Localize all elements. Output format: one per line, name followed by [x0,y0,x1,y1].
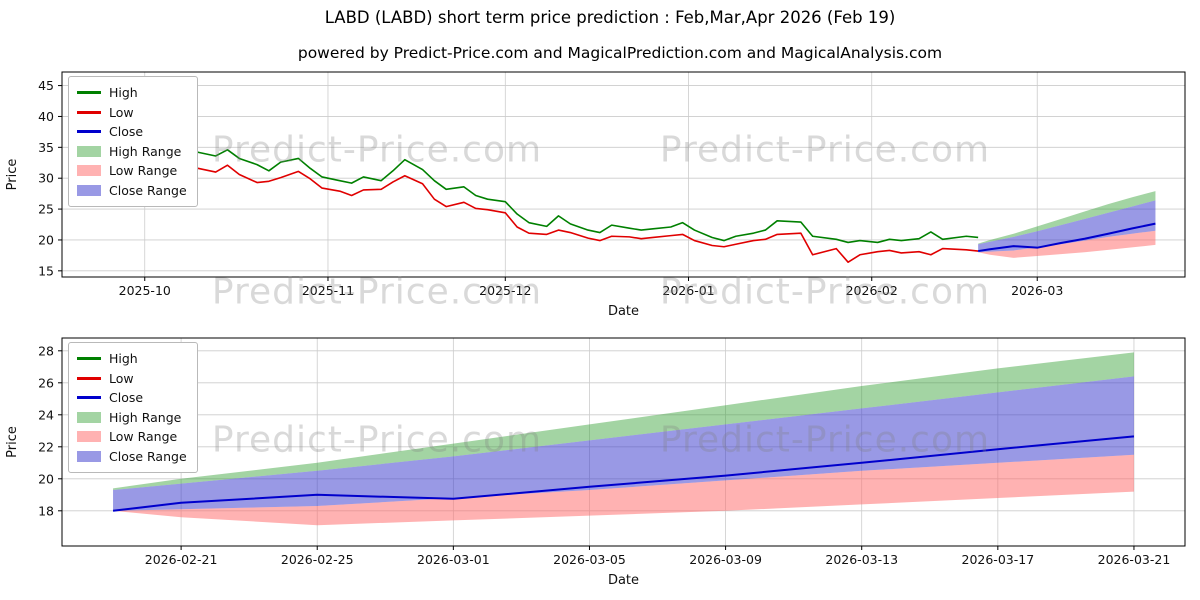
price-history-chart: 15 20 25 30 35 40 45 2025-10 2025-11 2025-12 2026-… [5,71,1186,319]
high-swatch [77,357,101,361]
legend-item-high-range: High Range [77,408,187,428]
line-high [90,83,979,244]
x-axis-label: Date [608,304,639,319]
svg-text:2026-03-17: 2026-03-17 [962,552,1035,567]
legend-label: High Range [109,409,182,425]
svg-text:26: 26 [38,375,54,390]
low-swatch [77,110,101,114]
svg-text:2026-03: 2026-03 [1011,283,1063,298]
svg-text:20: 20 [38,471,54,486]
close-swatch [77,396,101,400]
legend-item-high: High [77,349,187,369]
legend-label: Close Range [109,182,187,198]
legend-item-low-range: Low Range [77,161,187,181]
legend-top: High Low Close High Range Low Range Close Ran… [68,76,198,207]
band-high-range [978,191,1156,245]
y-axis-label: Price [5,426,20,458]
svg-text:2026-03-13: 2026-03-13 [825,552,898,567]
svg-text:2025-10: 2025-10 [119,283,171,298]
legend-label: Close [109,390,144,406]
svg-text:20: 20 [38,232,54,247]
legend-item-low-range: Low Range [77,427,187,447]
band-close-range [978,200,1156,253]
svg-text:40: 40 [38,109,54,124]
svg-text:45: 45 [38,78,54,93]
svg-text:2026-02: 2026-02 [846,283,898,298]
close-range-swatch [77,184,101,196]
low-range-swatch [77,165,101,177]
low-range-swatch [77,431,101,443]
line-low [91,108,979,263]
svg-text:22: 22 [38,439,54,454]
svg-text:25: 25 [38,202,54,217]
x-axis-label: Date [608,573,639,588]
line-close [977,222,1156,253]
legend-label: Low Range [109,163,178,179]
y-axis-label: Price [5,159,20,191]
svg-text:2025-11: 2025-11 [302,283,354,298]
legend-label: Low [109,370,134,386]
svg-text:2025-12: 2025-12 [479,283,531,298]
legend-item-close: Close [77,388,187,408]
svg-text:2026-03-05: 2026-03-05 [553,552,626,567]
legend-item-low: Low [77,103,187,123]
svg-text:2026-03-09: 2026-03-09 [689,552,762,567]
low-swatch [77,376,101,380]
line-close [112,435,1135,512]
svg-text:2026-03-01: 2026-03-01 [417,552,490,567]
legend-item-high-range: High Range [77,142,187,162]
legend-label: Low Range [109,429,178,445]
legend-label: Close [109,124,144,140]
svg-text:2026-03-21: 2026-03-21 [1098,552,1171,567]
close-range-swatch [77,450,101,462]
svg-text:15: 15 [38,263,54,278]
svg-text:24: 24 [38,407,54,422]
svg-text:28: 28 [38,343,54,358]
svg-text:2026-02-25: 2026-02-25 [281,552,354,567]
svg-text:2026-01: 2026-01 [662,283,714,298]
high-range-swatch [77,145,101,157]
legend-item-low: Low [77,369,187,389]
high-range-swatch [77,411,101,423]
legend-label: High [109,85,138,101]
legend-label: Low [109,104,134,120]
svg-text:2026-02-21: 2026-02-21 [145,552,218,567]
page-title: LABD (LABD) short term price prediction … [324,8,896,27]
svg-text:35: 35 [38,140,54,155]
close-swatch [77,130,101,134]
legend-item-close-range: Close Range [77,447,187,467]
legend-item-close-range: Close Range [77,181,187,201]
legend-label: High Range [109,143,182,159]
band-low-range [113,454,1134,526]
legend-item-close: Close [77,122,187,142]
svg-text:30: 30 [38,171,54,186]
legend-item-high: High [77,83,187,103]
legend-label: Close Range [109,448,187,464]
high-swatch [77,91,101,95]
band-close-range [113,376,1134,511]
forecast-zoom-chart: 18 20 22 24 26 28 2026-02-21 2026-02-25 2026-03-… [5,337,1186,588]
band-high-range [113,352,1134,490]
legend-bottom: High Low Close High Range Low Range Close Ran… [68,342,198,473]
band-low-range [978,230,1156,258]
legend-label: High [109,351,138,367]
page-subtitle: powered by Predict-Price.com and Magical… [297,44,943,62]
svg-text:18: 18 [38,503,54,518]
